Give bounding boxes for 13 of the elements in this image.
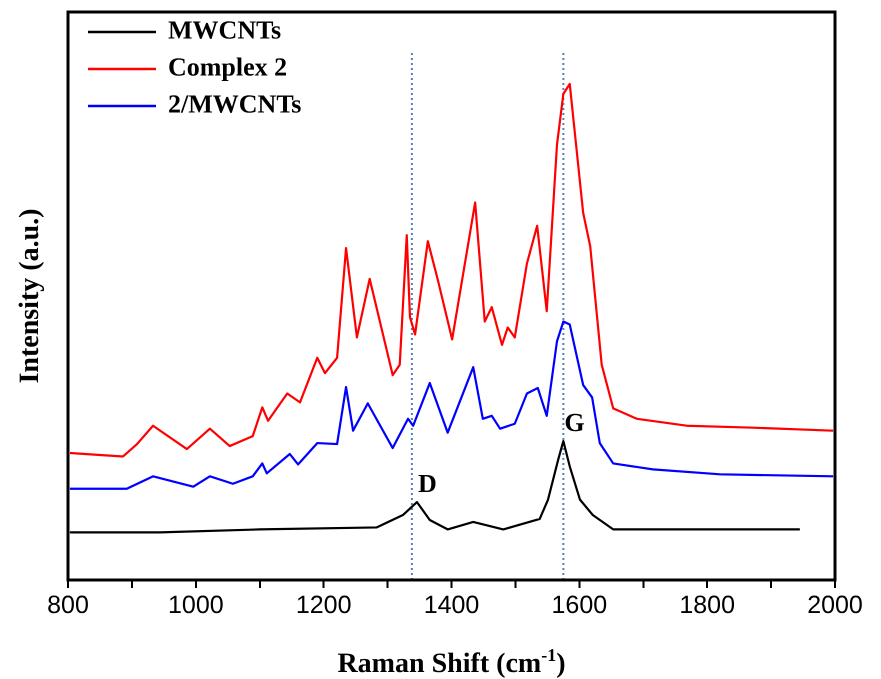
- y-axis-title: Intensity (a.u.): [14, 208, 45, 384]
- annotation: D: [418, 469, 437, 498]
- x-tick-label: 1800: [679, 590, 735, 619]
- x-tick-label: 1600: [552, 590, 608, 619]
- x-tick-label: 800: [47, 590, 89, 619]
- legend-label: 2/MWCNTs: [168, 90, 302, 119]
- legend-label: Complex 2: [168, 52, 288, 82]
- legend-label: MWCNTs: [168, 16, 282, 45]
- x-tick-label: 2000: [807, 590, 863, 619]
- x-tick-label: 1200: [296, 590, 352, 619]
- x-tick-label: 1400: [424, 590, 480, 619]
- x-tick-label: 1000: [168, 590, 224, 619]
- annotation: G: [564, 408, 585, 438]
